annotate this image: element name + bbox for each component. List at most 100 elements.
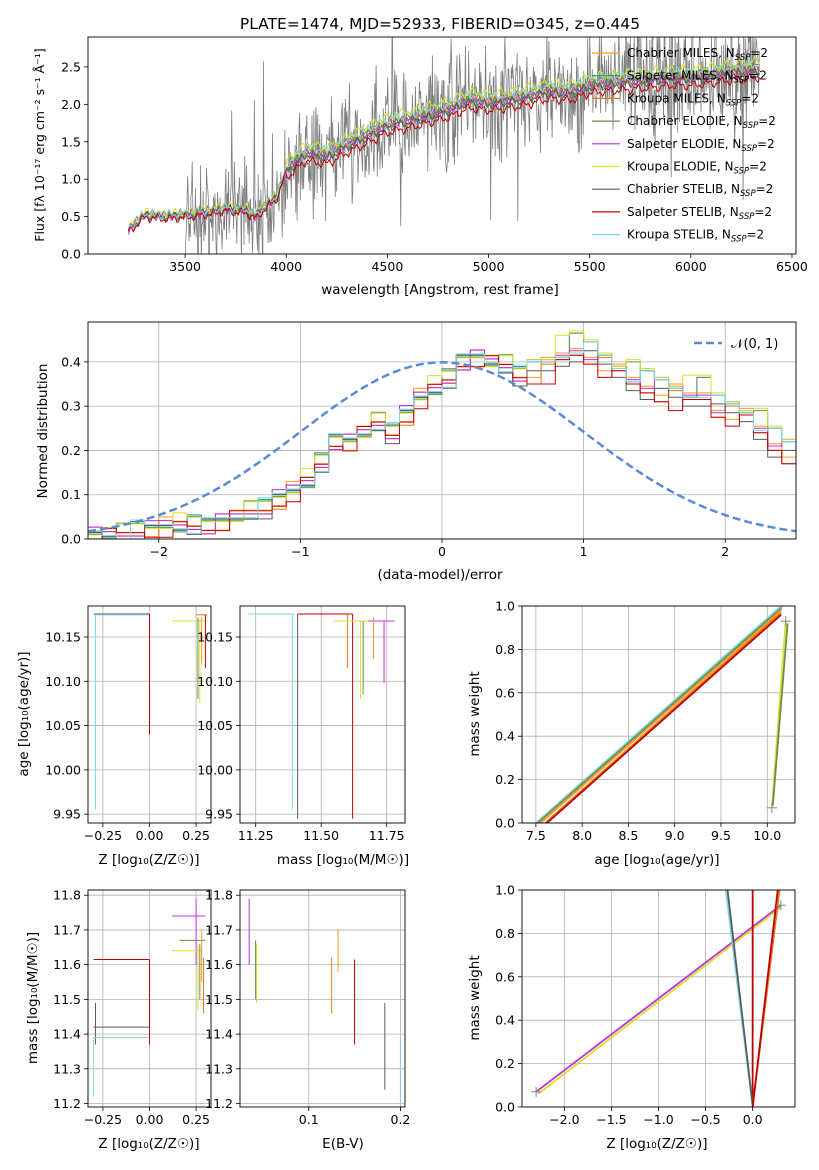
y-tick-label: 11.6 [205, 957, 233, 972]
x-tick-label: −0.25 [84, 1112, 122, 1127]
y-tick-label: 0.0 [61, 247, 81, 262]
model-line-5 [128, 55, 760, 231]
x-tick-label: −0.25 [84, 828, 122, 843]
legend-subscript: SSP [739, 212, 755, 222]
mass-ebv-xlabel: E(B-V) [322, 1136, 364, 1152]
x-tick-label: 4500 [371, 259, 403, 274]
legend-label: Salpeter ELODIE, NSSP=2 [627, 137, 775, 154]
x-tick-label: 0.0 [743, 1112, 763, 1127]
legend-subscript: SSP [731, 235, 747, 245]
legend-subscript: SSP [735, 53, 751, 63]
y-tick-label: 0.3 [61, 399, 81, 414]
y-tick-label: 10.15 [197, 630, 233, 645]
legend-value: =2 [754, 205, 772, 219]
axes-frame [87, 321, 797, 540]
age-vs-z-panel: −0.25 0.00 0.25 9.95 10.00 10.05 10.10 10.15 [45, 605, 212, 843]
weight-age-line-6 [771, 623, 789, 806]
legend-gaussian-label: 𝒩(0, 1) [731, 337, 778, 352]
y-tick-label: 11.5 [205, 992, 233, 1007]
legend-value: =2 [757, 137, 775, 151]
residuals-xlabel: (data-model)/error [377, 567, 503, 583]
axes-frame [239, 889, 406, 1108]
axes-frame [239, 605, 406, 824]
x-tick-label: 10.0 [753, 828, 781, 843]
y-tick-label: 11.2 [53, 1096, 81, 1111]
x-tick-label: 4000 [270, 259, 302, 274]
weight-age-line-4 [546, 614, 782, 823]
spectrum-xlabel: wavelength [Angstrom, rest frame] [321, 282, 559, 298]
x-tick-label: 0.00 [136, 828, 164, 843]
age-vs-mass-panel: 11.25 11.50 11.75 9.95 10.00 10.05 10.10 10.15 [197, 605, 406, 843]
x-tick-label: 8.5 [618, 828, 638, 843]
plot-area [247, 613, 395, 819]
figure-title: PLATE=1474, MJD=52933, FIBERID=0345, z=0… [240, 15, 640, 33]
y-tick-label: 11.6 [53, 957, 81, 972]
legend-n: N [732, 137, 741, 151]
y-tick-label: 1.0 [495, 599, 515, 614]
y-tick-label: 0.2 [495, 772, 515, 787]
age-z-ylabel: age [log₁₀(age/yr)] [16, 651, 32, 776]
x-tick-label: 11.50 [303, 828, 339, 843]
x-tick-label: 6000 [675, 259, 707, 274]
legend-n: N [726, 46, 735, 60]
x-tick-label: 8.0 [572, 828, 592, 843]
weight-age-line-3 [544, 611, 782, 823]
legend-value: =2 [741, 91, 759, 105]
y-tick-label: 11.3 [205, 1061, 233, 1076]
axes-frame [87, 889, 212, 1108]
y-tick-label: 9.95 [53, 807, 81, 822]
legend-subscript: SSP [734, 76, 750, 86]
plot-area [531, 890, 786, 1107]
weight-z-ylabel: mass weight [467, 955, 483, 1040]
x-tick-label: 11.75 [369, 828, 405, 843]
legend-subscript: SSP [726, 98, 742, 108]
age-mass-xlabel: mass [log₁₀(M/M☉)] [277, 852, 409, 868]
y-tick-label: 10.00 [45, 762, 81, 777]
weight-age-line-0 [535, 606, 782, 823]
legend-value: =2 [747, 228, 765, 242]
y-tick-label: 9.95 [205, 807, 233, 822]
plot-area [248, 898, 401, 1104]
y-tick-label: 11.5 [53, 992, 81, 1007]
y-tick-label: 10.00 [197, 762, 233, 777]
x-tick-label: 5000 [473, 259, 505, 274]
x-tick-label: 1 [580, 544, 588, 559]
mass-z-ylabel: mass [log₁₀(M/M☉)] [25, 932, 41, 1064]
plot-area [128, 37, 761, 254]
y-tick-label: 11.8 [205, 888, 233, 903]
hist-step-8 [88, 341, 796, 539]
y-tick-label: 1.0 [495, 883, 515, 898]
x-tick-label: 9.5 [711, 828, 731, 843]
weight-vs-z-panel: −2.0 −1.5 −1.0 −0.5 0.0 0.0 0.2 0.4 0.6 0.8 1.0 [495, 883, 796, 1127]
x-tick-label: 7.5 [526, 828, 546, 843]
y-tick-label: 0.0 [495, 816, 515, 831]
axes-frame [521, 889, 796, 1108]
model-line-7 [128, 72, 761, 233]
axes-frame [521, 605, 796, 824]
model-line-8 [128, 60, 761, 231]
y-tick-label: 11.8 [53, 888, 81, 903]
weight-z-line-4 [726, 890, 754, 1105]
mass-z-xlabel: Z [log₁₀(Z/Z☉)] [98, 1136, 199, 1152]
y-tick-label: 0.2 [495, 1056, 515, 1071]
gaussian-curve [88, 361, 796, 533]
age-z-xlabel: Z [log₁₀(Z/Z☉)] [98, 852, 199, 868]
y-tick-label: 0.6 [495, 685, 515, 700]
weight-age-xlabel: age [log₁₀(age/yr)] [594, 852, 719, 868]
x-tick-label: −0.5 [690, 1112, 720, 1127]
x-tick-label: −1 [291, 544, 309, 559]
y-tick-label: 0.0 [495, 1100, 515, 1115]
y-tick-label: 11.4 [205, 1027, 233, 1042]
legend-label: Salpeter STELIB, NSSP=2 [627, 205, 772, 222]
legend-n: N [722, 228, 731, 242]
legend-subscript: SSP [740, 189, 756, 199]
x-tick-label: −1.0 [643, 1112, 673, 1127]
legend-value: =2 [749, 160, 767, 174]
y-tick-label: 0.1 [61, 487, 81, 502]
weight-age-line-2 [539, 609, 782, 823]
x-tick-label: −2.0 [549, 1112, 579, 1127]
legend-n: N [725, 69, 734, 83]
hist-step-7 [88, 354, 796, 539]
y-tick-label: 2.5 [61, 59, 81, 74]
